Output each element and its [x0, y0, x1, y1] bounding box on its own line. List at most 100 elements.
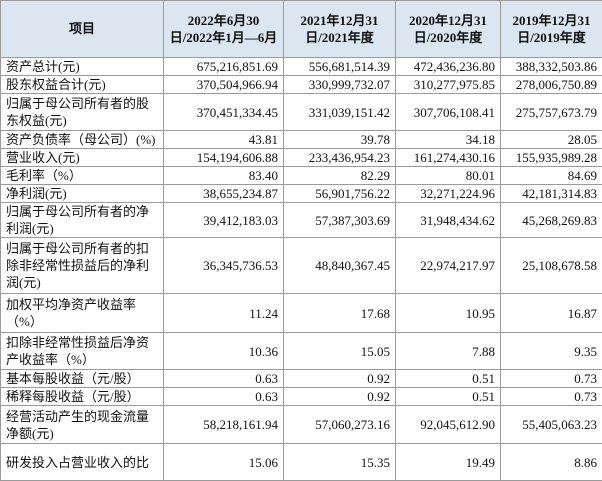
row-label: 资产负债率（母公司）(%) [1, 131, 164, 149]
row-label: 归属于母公司所有者的净利润(元) [1, 203, 164, 238]
value-cell: 154,194,606.88 [164, 149, 284, 167]
value-cell: 43.81 [164, 131, 284, 149]
header-cell: 项目 [1, 1, 164, 58]
row-label: 稀释每股收益（元/股） [1, 388, 164, 406]
row-label: 加权平均净资产收益率（%） [1, 294, 164, 333]
value-cell: 80.01 [396, 167, 501, 185]
value-cell: 0.51 [396, 388, 501, 406]
value-cell: 370,451,334.45 [164, 94, 284, 131]
header-cell: 2022年6月30日/2022年1月—6月 [164, 1, 284, 58]
value-cell: 48,840,367.45 [284, 238, 396, 294]
value-cell: 32,271,224.96 [396, 185, 501, 203]
row-label: 净利润(元) [1, 185, 164, 203]
value-cell: 0.63 [164, 370, 284, 388]
value-cell: 25,108,678.58 [501, 238, 602, 294]
value-cell: 83.40 [164, 167, 284, 185]
value-cell: 310,277,975.85 [396, 76, 501, 94]
value-cell: 42,181,314.83 [501, 185, 602, 203]
value-cell: 556,681,514.39 [284, 58, 396, 76]
row-label: 资产总计(元) [1, 58, 164, 76]
value-cell: 0.63 [164, 388, 284, 406]
value-cell: 331,039,151.42 [284, 94, 396, 131]
value-cell: 39.78 [284, 131, 396, 149]
header-cell: 2020年12月31日/2020年度 [396, 1, 501, 58]
value-cell: 155,935,989.28 [501, 149, 602, 167]
value-cell: 7.88 [396, 333, 501, 370]
value-cell: 56,901,756.22 [284, 185, 396, 203]
value-cell: 0.92 [284, 370, 396, 388]
row-label: 归属于母公司所有者的扣除非经常性损益后的净利润(元) [1, 238, 164, 294]
row-label: 基本每股收益（元/股） [1, 370, 164, 388]
value-cell: 84.69 [501, 167, 602, 185]
value-cell: 19.49 [396, 444, 501, 481]
value-cell: 45,268,269.83 [501, 203, 602, 238]
value-cell: 16.87 [501, 294, 602, 333]
value-cell: 388,332,503.86 [501, 58, 602, 76]
value-cell: 307,706,108.41 [396, 94, 501, 131]
value-cell: 278,006,750.89 [501, 76, 602, 94]
value-cell: 675,216,851.69 [164, 58, 284, 76]
value-cell: 233,436,954.23 [284, 149, 396, 167]
value-cell: 275,757,673.79 [501, 94, 602, 131]
header-cell: 2019年12月31日/2019年度 [501, 1, 602, 58]
value-cell: 472,436,236.80 [396, 58, 501, 76]
value-cell: 0.73 [501, 370, 602, 388]
value-cell: 330,999,732.07 [284, 76, 396, 94]
value-cell: 57,387,303.69 [284, 203, 396, 238]
row-label: 经营活动产生的现金流量净额(元) [1, 406, 164, 444]
value-cell: 55,405,063.23 [501, 406, 602, 444]
value-cell: 31,948,434.62 [396, 203, 501, 238]
value-cell: 82.29 [284, 167, 396, 185]
header-cell: 2021年12月31日/2021年度 [284, 1, 396, 58]
value-cell: 10.36 [164, 333, 284, 370]
value-cell: 28.05 [501, 131, 602, 149]
value-cell: 22,974,217.97 [396, 238, 501, 294]
row-label: 研发投入占营业收入的比 [1, 444, 164, 481]
value-cell: 39,412,183.03 [164, 203, 284, 238]
value-cell: 8.86 [501, 444, 602, 481]
value-cell: 9.35 [501, 333, 602, 370]
value-cell: 17.68 [284, 294, 396, 333]
value-cell: 92,045,612.90 [396, 406, 501, 444]
value-cell: 38,655,234.87 [164, 185, 284, 203]
row-label: 扣除非经常性损益后净资产收益率（%） [1, 333, 164, 370]
row-label: 毛利率（%） [1, 167, 164, 185]
row-label: 归属于母公司所有者的股东权益(元) [1, 94, 164, 131]
value-cell: 57,060,273.16 [284, 406, 396, 444]
value-cell: 0.51 [396, 370, 501, 388]
value-cell: 15.05 [284, 333, 396, 370]
value-cell: 0.73 [501, 388, 602, 406]
row-label: 营业收入(元) [1, 149, 164, 167]
value-cell: 11.24 [164, 294, 284, 333]
value-cell: 0.92 [284, 388, 396, 406]
value-cell: 10.95 [396, 294, 501, 333]
value-cell: 15.35 [284, 444, 396, 481]
value-cell: 370,504,966.94 [164, 76, 284, 94]
value-cell: 34.18 [396, 131, 501, 149]
value-cell: 161,274,430.16 [396, 149, 501, 167]
value-cell: 58,218,161.94 [164, 406, 284, 444]
row-label: 股东权益合计(元) [1, 76, 164, 94]
value-cell: 15.06 [164, 444, 284, 481]
value-cell: 36,345,736.53 [164, 238, 284, 294]
